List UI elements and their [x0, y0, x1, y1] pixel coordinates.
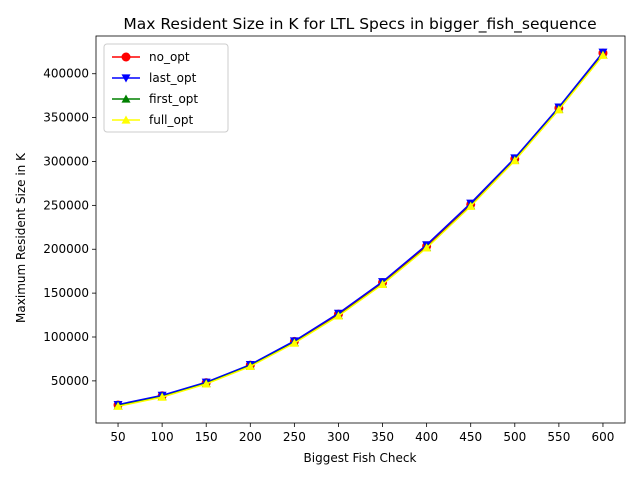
x-tick-label: 150: [195, 430, 218, 444]
x-tick-label: 200: [239, 430, 262, 444]
legend-marker: [121, 74, 131, 83]
axes-frame: [95, 35, 626, 424]
data-point-full_opt: [245, 361, 255, 370]
legend-item-first_opt: first_opt: [112, 92, 198, 106]
data-point-full_opt: [113, 401, 123, 410]
legend-label: first_opt: [149, 92, 198, 106]
x-tick-label: 50: [110, 430, 125, 444]
legend-marker: [121, 52, 131, 62]
series-full_opt: [113, 50, 608, 410]
x-tick-label: 550: [547, 430, 570, 444]
data-point-full_opt: [333, 311, 343, 320]
legend-label: no_opt: [149, 50, 190, 64]
y-tick-label: 250000: [43, 198, 89, 212]
y-tick-label: 300000: [43, 154, 89, 168]
series-line-last_opt: [117, 51, 604, 406]
data-point-full_opt: [422, 243, 432, 252]
data-point-full_opt: [378, 279, 388, 288]
data-point-full_opt: [157, 392, 167, 401]
x-tick-label: 450: [459, 430, 482, 444]
y-tick-label: 400000: [43, 67, 89, 81]
chart-title: Max Resident Size in K for LTL Specs in …: [123, 15, 596, 34]
legend-item-no_opt: no_opt: [112, 50, 190, 64]
legend-label: full_opt: [149, 113, 193, 127]
legend-item-last_opt: last_opt: [112, 71, 197, 85]
x-tick-label: 400: [415, 430, 438, 444]
y-tick-label: 100000: [43, 330, 89, 344]
data-point-full_opt: [201, 379, 211, 388]
legend-marker: [121, 115, 131, 124]
x-tick-label: 600: [592, 430, 615, 444]
x-axis-label: Biggest Fish Check: [304, 451, 417, 465]
y-axis-label: Maximum Resident Size in K: [14, 152, 28, 323]
legend-marker: [121, 94, 131, 103]
y-tick-label: 200000: [43, 242, 89, 256]
x-tick-label: 100: [151, 430, 174, 444]
data-point-full_opt: [289, 338, 299, 347]
y-tick-label: 50000: [51, 374, 89, 388]
y-tick-label: 150000: [43, 286, 89, 300]
x-tick-label: 500: [503, 430, 526, 444]
legend-label: last_opt: [149, 71, 197, 85]
x-tick-label: 250: [283, 430, 306, 444]
legend: no_opt last_opt first_opt full_opt: [103, 43, 229, 133]
x-tick-label: 300: [327, 430, 350, 444]
data-point-full_opt: [510, 156, 520, 165]
legend-item-full_opt: full_opt: [112, 113, 193, 127]
series-line-full_opt: [117, 54, 604, 408]
legend-box: [103, 43, 229, 133]
data-point-full_opt: [554, 105, 564, 114]
x-tick-label: 350: [371, 430, 394, 444]
plot-area: 50 100 150 200 250 300 350 400 450 500 550 600 50000…: [43, 35, 626, 444]
data-point-full_opt: [598, 50, 608, 59]
data-point-full_opt: [466, 201, 476, 210]
y-tick-label: 350000: [43, 111, 89, 125]
